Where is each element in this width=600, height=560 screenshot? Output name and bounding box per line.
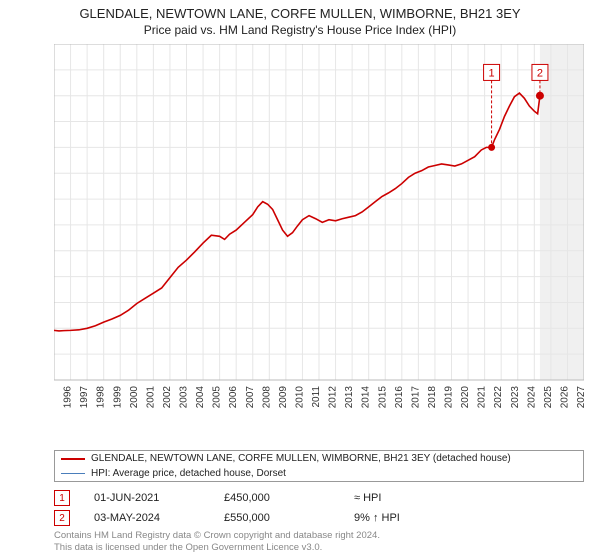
svg-text:2017: 2017 (410, 386, 421, 409)
svg-text:2014: 2014 (361, 386, 372, 409)
annotation-price: £450,000 (224, 492, 354, 504)
annotation-delta: 9% ↑ HPI (354, 512, 400, 524)
footer-line: Contains HM Land Registry data © Crown c… (54, 530, 380, 542)
chart-title-line1: GLENDALE, NEWTOWN LANE, CORFE MULLEN, WI… (0, 0, 600, 21)
footer: Contains HM Land Registry data © Crown c… (54, 530, 380, 554)
svg-text:2015: 2015 (377, 386, 388, 409)
legend-label: GLENDALE, NEWTOWN LANE, CORFE MULLEN, WI… (91, 453, 511, 464)
svg-text:2016: 2016 (394, 386, 405, 409)
svg-text:2002: 2002 (162, 386, 173, 409)
chart-title-line2: Price paid vs. HM Land Registry's House … (0, 21, 600, 41)
annotation-badge: 1 (54, 490, 70, 506)
svg-text:1995: 1995 (54, 386, 57, 409)
svg-text:2005: 2005 (212, 386, 223, 409)
svg-text:2008: 2008 (261, 386, 272, 409)
svg-text:2018: 2018 (427, 386, 438, 409)
footer-line: This data is licensed under the Open Gov… (54, 542, 380, 554)
svg-text:2022: 2022 (493, 386, 504, 409)
annotation-row: 2 03-MAY-2024 £550,000 9% ↑ HPI (54, 510, 584, 526)
svg-text:2027: 2027 (576, 386, 584, 409)
svg-text:2019: 2019 (444, 386, 455, 409)
legend-label: HPI: Average price, detached house, Dors… (91, 468, 286, 479)
svg-text:2011: 2011 (311, 386, 322, 408)
svg-text:2023: 2023 (510, 386, 521, 409)
legend-item: GLENDALE, NEWTOWN LANE, CORFE MULLEN, WI… (55, 451, 583, 466)
svg-text:1998: 1998 (96, 386, 107, 409)
svg-text:2024: 2024 (526, 386, 537, 409)
annotation-date: 01-JUN-2021 (94, 492, 224, 504)
svg-text:1997: 1997 (79, 386, 90, 409)
annotation-badge: 2 (54, 510, 70, 526)
annotation-row: 1 01-JUN-2021 £450,000 ≈ HPI (54, 490, 584, 506)
svg-text:2006: 2006 (228, 386, 239, 409)
annotation-price: £550,000 (224, 512, 354, 524)
svg-text:2013: 2013 (344, 386, 355, 409)
svg-text:2021: 2021 (477, 386, 488, 409)
svg-text:2007: 2007 (245, 386, 256, 409)
svg-text:2: 2 (537, 67, 543, 79)
svg-text:2020: 2020 (460, 386, 471, 409)
legend-swatch (61, 458, 85, 460)
svg-text:2010: 2010 (294, 386, 305, 409)
price-chart: £0£50K£100K£150K£200K£250K£300K£350K£400… (54, 44, 584, 420)
legend-swatch (61, 473, 85, 474)
annotation-date: 03-MAY-2024 (94, 512, 224, 524)
svg-text:1996: 1996 (63, 386, 74, 409)
legend-item: HPI: Average price, detached house, Dors… (55, 466, 583, 481)
svg-text:1: 1 (489, 67, 495, 79)
svg-text:2012: 2012 (328, 386, 339, 409)
svg-text:2009: 2009 (278, 386, 289, 409)
svg-text:1999: 1999 (112, 386, 123, 409)
legend: GLENDALE, NEWTOWN LANE, CORFE MULLEN, WI… (54, 450, 584, 482)
svg-text:2026: 2026 (559, 386, 570, 409)
svg-text:2000: 2000 (129, 386, 140, 409)
annotation-delta: ≈ HPI (354, 492, 381, 504)
svg-text:2025: 2025 (543, 386, 554, 409)
svg-text:2003: 2003 (179, 386, 190, 409)
svg-text:2001: 2001 (145, 386, 156, 409)
svg-text:2004: 2004 (195, 386, 206, 409)
